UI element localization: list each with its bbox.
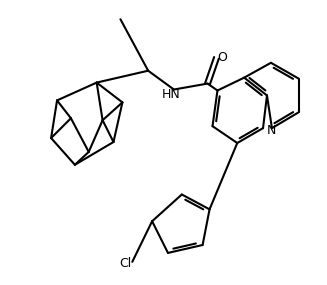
Text: N: N: [266, 124, 276, 137]
Text: HN: HN: [162, 88, 180, 101]
Text: O: O: [217, 51, 227, 64]
Text: Cl: Cl: [119, 257, 131, 270]
